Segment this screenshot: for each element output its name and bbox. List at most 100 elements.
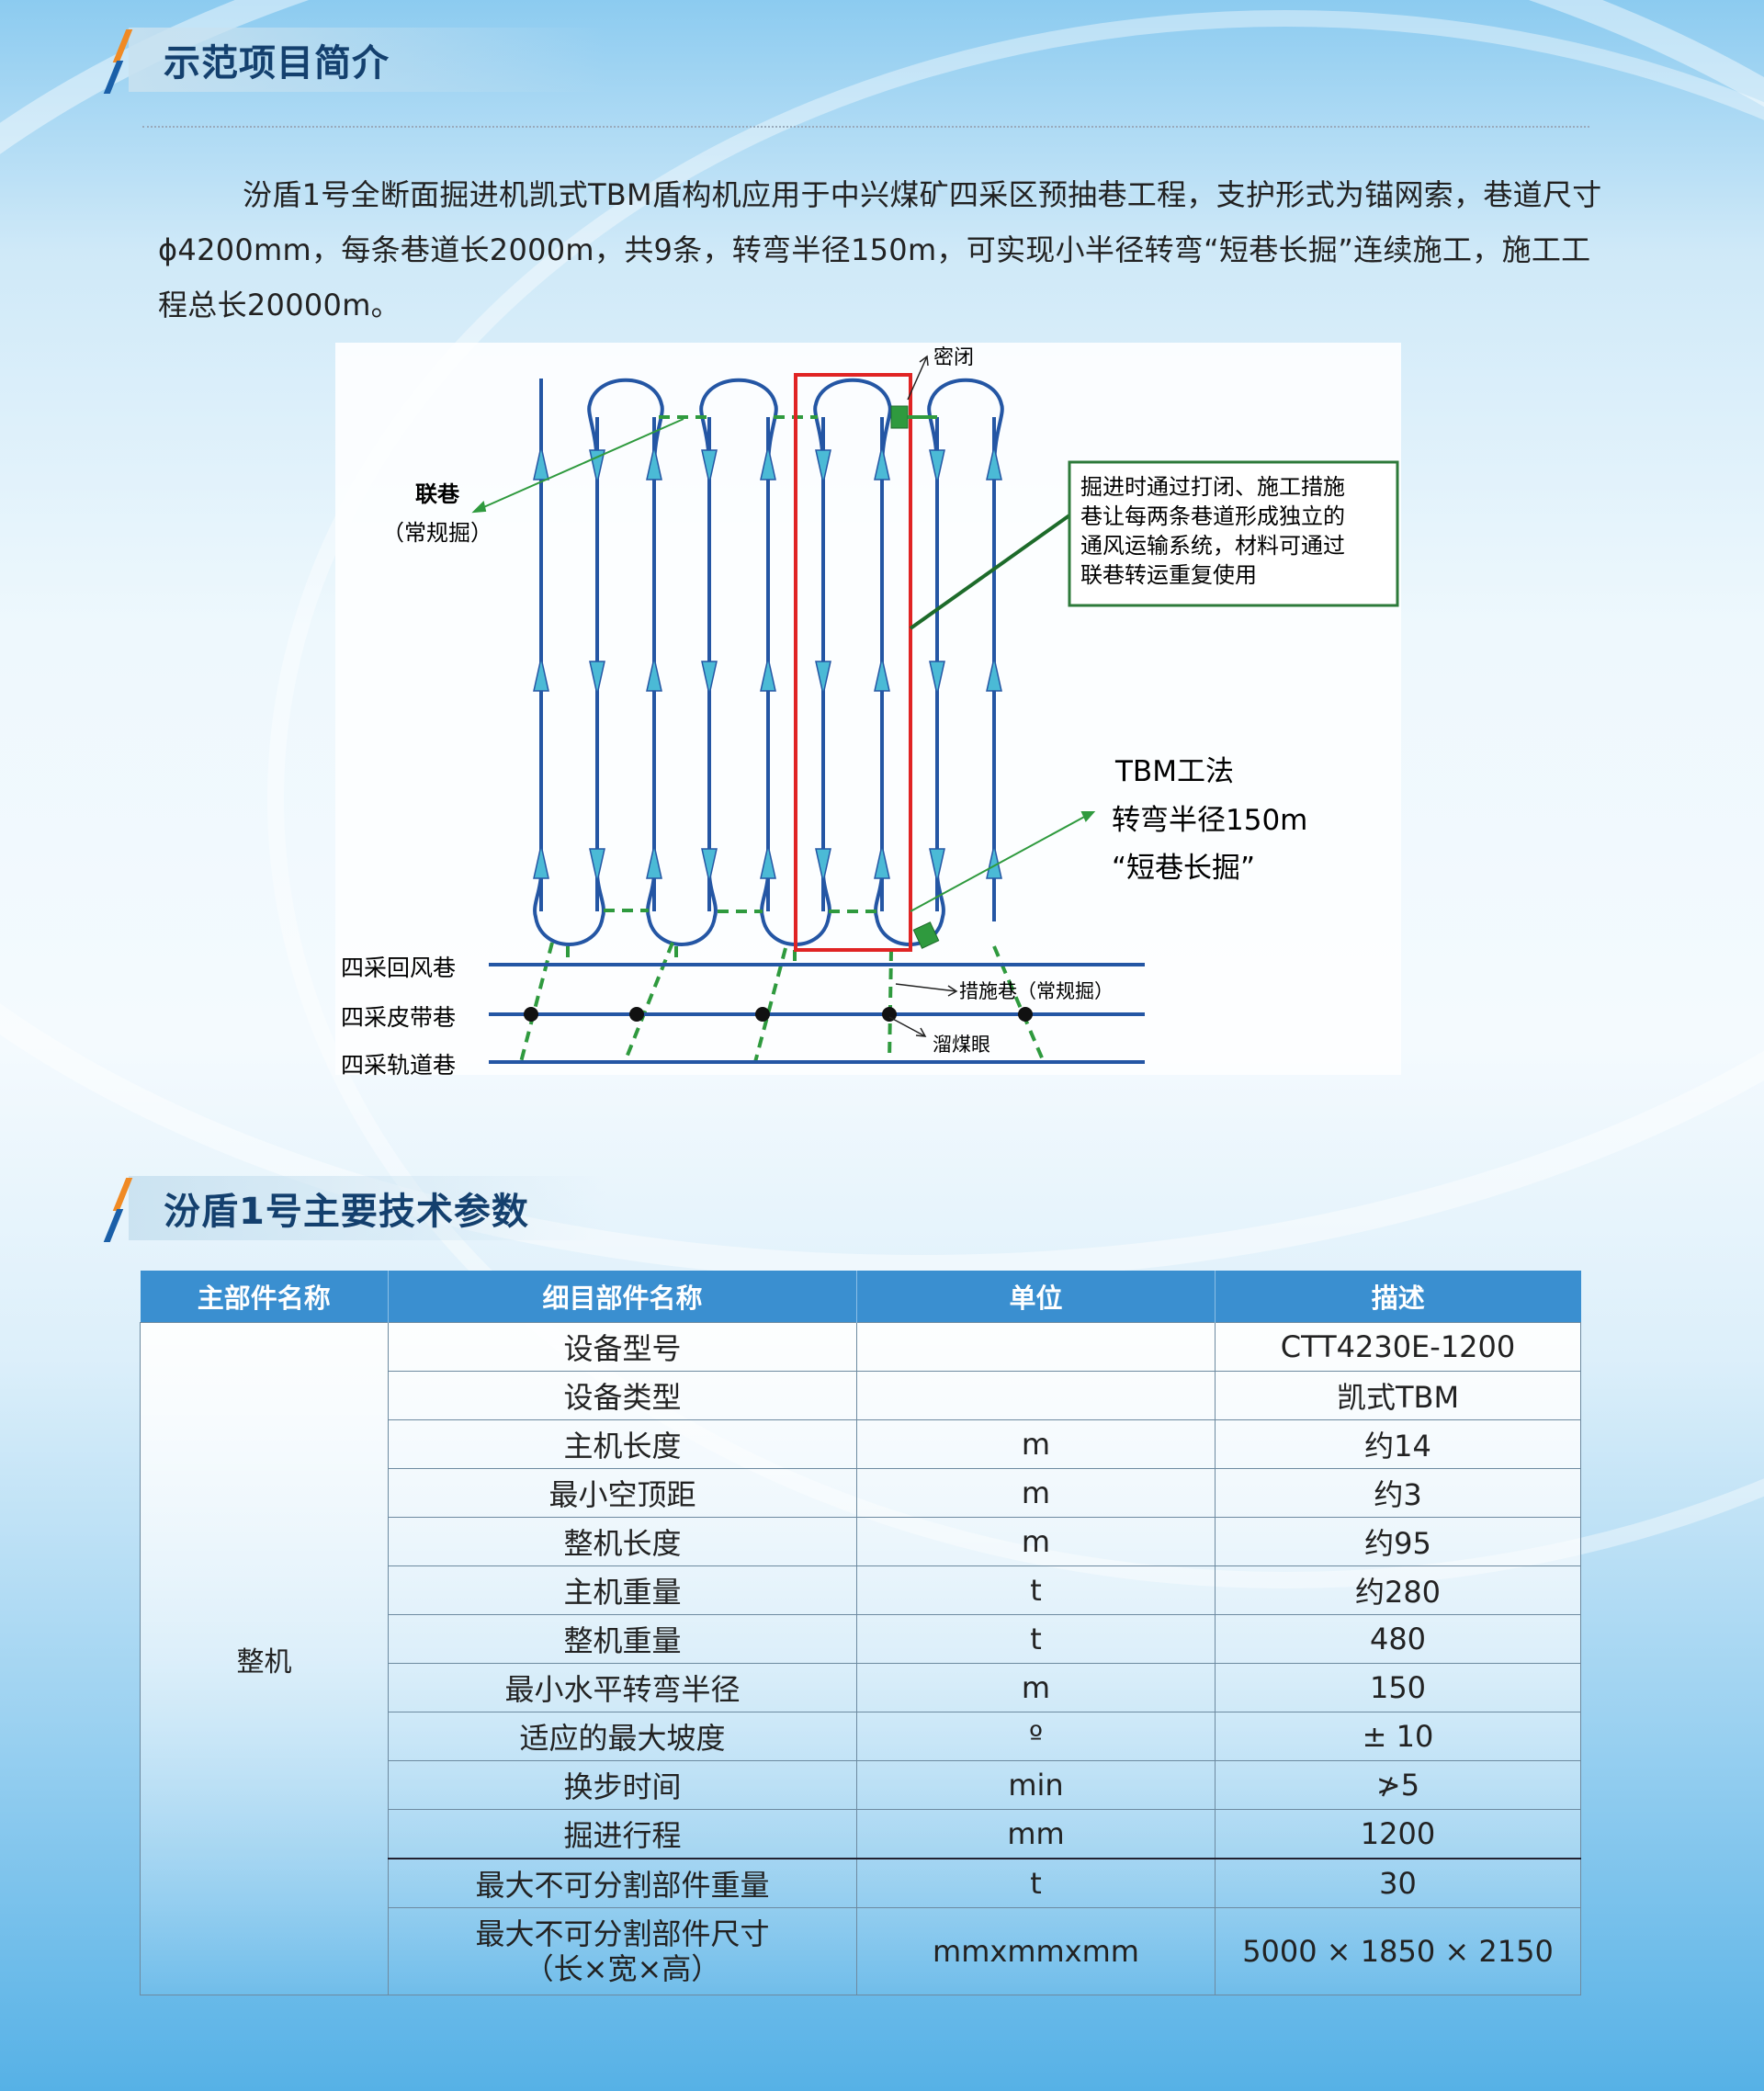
section-title: 汾盾1号主要技术参数 (164, 1191, 529, 1233)
section-title: 示范项目简介 (164, 42, 390, 85)
part-name-cell: 适应的最大坡度 (388, 1712, 857, 1761)
chute-label: 溜煤眼 (933, 1034, 990, 1056)
unit-cell (856, 1371, 1216, 1420)
desc-cell: 约95 (1215, 1517, 1581, 1566)
coal-chute-dot (755, 1007, 770, 1022)
coal-chute-dot (882, 1007, 897, 1022)
coal-chute-dot (629, 1007, 644, 1022)
desc-cell: ± 10 (1215, 1712, 1581, 1761)
blue-slash-icon (103, 1209, 124, 1242)
tbm-label: 转弯半径150m (1112, 804, 1307, 837)
arrow-up-icon (760, 844, 776, 879)
part-name-cell: 主机长度 (388, 1419, 857, 1469)
part-name-cell: 换步时间 (388, 1760, 857, 1810)
desc-cell: 约3 (1215, 1468, 1581, 1518)
part-name-cell: 最小空顶距 (388, 1468, 857, 1518)
arrow-down-icon (815, 449, 831, 484)
table-row: 整机重量 t 480 (141, 1614, 1581, 1664)
table-row: 换步时间 min ≯5 (141, 1760, 1581, 1810)
roadway-return-label: 四采回风巷 (341, 955, 456, 981)
unit-cell: t (856, 1858, 1216, 1908)
arrow-down-icon (701, 848, 718, 883)
desc-cell: 约14 (1215, 1419, 1581, 1469)
unit-cell: m (856, 1419, 1216, 1469)
table-row: 适应的最大坡度 º ± 10 (141, 1712, 1581, 1761)
table-row: 最小水平转弯半径 m 150 (141, 1663, 1581, 1712)
desc-cell: 480 (1215, 1614, 1581, 1664)
arrow-up-icon (760, 446, 776, 480)
unit-cell: t (856, 1614, 1216, 1664)
arrow-down-icon (701, 661, 718, 695)
roadway-track-label: 四采轨道巷 (341, 1052, 456, 1079)
col-header: 细目部件名称 (388, 1271, 857, 1323)
arrow-up-icon (986, 657, 1002, 692)
turn-loop (587, 378, 664, 469)
part-name-cell: 设备型号 (388, 1322, 857, 1372)
arrow-down-icon (589, 848, 605, 883)
table-row: 整机 设备型号 CTT4230E-1200 (140, 1322, 1581, 1995)
connecting-roadway (888, 949, 893, 1063)
measure-roadway-label: 措施巷（常规掘） (959, 980, 1114, 1002)
intro-paragraph: 汾盾1号全断面掘进机凯式TBM盾构机应用于中兴煤矿四采区预抽巷工程，支护形式为锚… (158, 177, 1602, 322)
unit-cell: m (856, 1663, 1216, 1712)
arrow-up-icon (874, 657, 890, 692)
table-row: 最大不可分割部件重量 t 30 (140, 1858, 1581, 1908)
turn-loop (699, 378, 778, 469)
roadway-belt-label: 四采皮带巷 (341, 1004, 456, 1031)
part-name-cell: 整机长度 (388, 1517, 857, 1566)
tbm-label: TBM工法 (1114, 755, 1234, 788)
turn-loop (813, 378, 892, 469)
turn-loop (927, 378, 1004, 469)
connecting-roadway (753, 947, 787, 1063)
part-name-cell: 最小水平转弯半径 (388, 1663, 857, 1712)
arrow-up-icon (874, 844, 890, 879)
part-name: 最大不可分割部件尺寸 (475, 1916, 770, 1951)
desc-cell: ≯5 (1215, 1760, 1581, 1810)
connect-label: 联巷 (415, 481, 460, 507)
connecting-roadway (519, 942, 554, 1063)
desc-cell: 约280 (1215, 1565, 1581, 1615)
desc-cell: 5000 × 1850 × 2150 (1215, 1907, 1581, 1995)
arrow-down-icon (589, 661, 605, 695)
unit-cell: mmxmmxmm (856, 1907, 1216, 1995)
red-highlight-box (794, 373, 912, 952)
unit-cell: m (856, 1517, 1216, 1566)
arrow-down-icon (929, 661, 945, 695)
unit-cell: min (856, 1760, 1216, 1810)
part-name-cell: 主机重量 (388, 1565, 857, 1615)
seal-label: 密闭 (933, 346, 974, 369)
arrow-down-icon (929, 449, 945, 484)
arrow-up-icon (533, 657, 549, 692)
arrow-up-icon (646, 446, 662, 480)
tbm-label: “短巷长掘” (1112, 852, 1255, 885)
callout-connector (909, 514, 1071, 630)
section-heading-intro: 示范项目简介 (101, 28, 606, 94)
arrow-up-icon (646, 657, 662, 692)
desc-cell: CTT4230E-1200 (1215, 1322, 1581, 1372)
desc-cell: 150 (1215, 1663, 1581, 1712)
turn-loop (646, 872, 718, 946)
part-name-cell: 最大不可分割部件尺寸 （长×宽×高） (388, 1907, 857, 1995)
arrow-down-icon (701, 449, 718, 484)
table-row: 设备类型 凯式TBM (141, 1371, 1581, 1420)
arrow-down-icon (929, 848, 945, 883)
unit-cell (856, 1322, 1216, 1372)
callout-line: 通风运输系统，材料可通过 (1080, 533, 1345, 559)
part-name-sub: （长×宽×高） (524, 1951, 721, 1986)
tunnel-layout-diagram: 掘进时通过打闭、施工措施 巷让每两条巷道形成独立的 通风运输系统，材料可通过 联… (335, 343, 1401, 1079)
callout-line: 掘进时通过打闭、施工措施 (1080, 474, 1345, 500)
table-row: 最小空顶距 m 约3 (141, 1468, 1581, 1518)
desc-cell: 30 (1215, 1858, 1581, 1908)
arrow-up-icon (760, 657, 776, 692)
table-row: 主机长度 m 约14 (141, 1419, 1581, 1469)
col-header: 主部件名称 (140, 1271, 389, 1323)
connecting-roadway (623, 942, 674, 1063)
arrow-down-icon (815, 661, 831, 695)
part-name-cell: 掘进行程 (388, 1809, 857, 1859)
arrow-up-icon (986, 844, 1002, 879)
connect-sub-label: （常规掘） (382, 520, 492, 546)
group-cell: 整机 (140, 1322, 389, 1995)
callout-line: 巷让每两条巷道形成独立的 (1080, 503, 1345, 529)
arrow-up-icon (533, 844, 549, 879)
part-name-cell: 最大不可分割部件重量 (388, 1858, 857, 1908)
